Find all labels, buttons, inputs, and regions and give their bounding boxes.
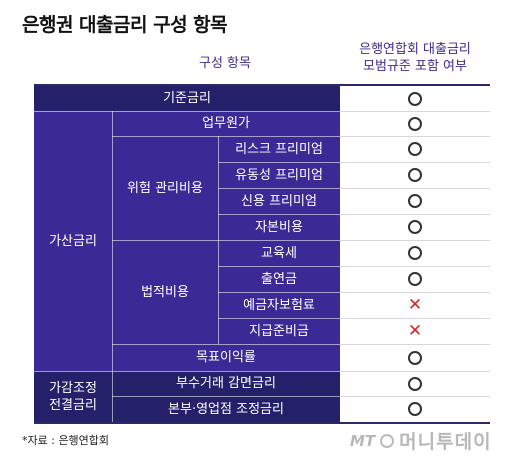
mark-cell xyxy=(340,240,490,266)
divider xyxy=(340,266,490,267)
group-legal-cost: 법적비용 xyxy=(112,240,218,344)
circle-mark xyxy=(408,350,422,365)
circle-mark xyxy=(408,168,422,182)
logo-mt: MT xyxy=(350,431,376,450)
divider xyxy=(218,188,340,189)
table-bottom-rule xyxy=(34,422,490,424)
logo-symbol-icon xyxy=(380,433,395,448)
circle-mark xyxy=(408,246,422,260)
divider xyxy=(112,136,340,137)
divider xyxy=(340,162,490,163)
divider xyxy=(340,318,490,319)
row-contribution: 출연금 xyxy=(218,266,340,292)
circle-mark xyxy=(408,194,422,208)
divider xyxy=(340,214,490,215)
divider xyxy=(112,344,340,345)
row-base-rate: 기준금리 xyxy=(34,86,340,111)
group-adjustment-line2: 전결금리 xyxy=(49,397,97,413)
mark-cell xyxy=(340,188,490,214)
divider xyxy=(340,344,490,345)
mark-cell xyxy=(340,344,490,371)
header-composition-items: 구성 항목 xyxy=(199,56,251,71)
header-inclusion: 은행연합회 대출금리 모범규준 포함 여부 xyxy=(340,41,490,75)
mark-cell xyxy=(340,371,490,396)
circle-mark xyxy=(408,402,422,416)
row-operating-cost: 업무원가 xyxy=(112,111,340,136)
row-reserve: 지급준비금 xyxy=(218,318,340,344)
mark-cell xyxy=(340,266,490,292)
group-risk-cost: 위험 관리비용 xyxy=(112,136,218,240)
circle-mark xyxy=(408,376,422,391)
row-education-tax: 교육세 xyxy=(218,240,340,266)
divider xyxy=(218,266,340,267)
cross-mark: ✕ xyxy=(407,320,423,341)
divider xyxy=(340,188,490,189)
circle-mark xyxy=(408,272,422,286)
row-deposit-insurance: 예금자보험료 xyxy=(218,292,340,318)
group-gasan: 가산금리 xyxy=(34,111,112,371)
circle-mark xyxy=(408,142,422,156)
mark-cell xyxy=(340,136,490,162)
source-footnote: *자료 : 은행연합회 xyxy=(22,434,110,447)
mark-cell xyxy=(340,214,490,240)
header-inclusion-line2: 모범규준 포함 여부 xyxy=(363,59,467,74)
group-adjustment-line1: 가감조정 xyxy=(49,380,97,396)
divider xyxy=(340,136,490,137)
mark-cell xyxy=(340,396,490,422)
row-capital-cost: 자본비용 xyxy=(218,214,340,240)
circle-mark xyxy=(408,91,422,106)
divider xyxy=(340,371,490,372)
row-branch-adjustment: 본부·영업점 조정금리 xyxy=(112,396,340,422)
divider xyxy=(340,111,490,112)
row-ancillary-discount: 부수거래 감면금리 xyxy=(112,371,340,396)
mark-cell: ✕ xyxy=(340,318,490,344)
divider xyxy=(340,240,490,241)
group-adjustment: 가감조정 전결금리 xyxy=(34,371,112,422)
divider xyxy=(340,292,490,293)
circle-mark xyxy=(408,116,422,131)
divider xyxy=(218,162,340,163)
logo-name: 머니투데이 xyxy=(399,431,492,453)
circle-mark xyxy=(408,220,422,234)
divider xyxy=(218,318,340,319)
cross-mark: ✕ xyxy=(407,294,423,315)
divider xyxy=(34,371,340,372)
divider xyxy=(218,214,340,215)
publisher-logo: MT 머니투데이 xyxy=(350,427,492,454)
header-inclusion-line1: 은행연합회 대출금리 xyxy=(359,42,471,57)
divider xyxy=(112,111,113,422)
row-target-profit: 목표이익률 xyxy=(112,344,340,371)
divider xyxy=(34,111,340,112)
mark-cell: ✕ xyxy=(340,292,490,318)
table-top-rule xyxy=(34,84,490,86)
row-credit-premium: 신용 프리미엄 xyxy=(218,188,340,214)
row-risk-premium: 리스크 프리미엄 xyxy=(218,136,340,162)
mark-cell xyxy=(340,86,490,111)
mark-cell xyxy=(340,111,490,136)
divider xyxy=(112,240,340,241)
page-title: 은행권 대출금리 구성 항목 xyxy=(22,14,228,36)
mark-cell xyxy=(340,162,490,188)
divider xyxy=(112,396,340,397)
divider xyxy=(218,292,340,293)
row-liquidity-premium: 유동성 프리미엄 xyxy=(218,162,340,188)
divider xyxy=(340,396,490,397)
